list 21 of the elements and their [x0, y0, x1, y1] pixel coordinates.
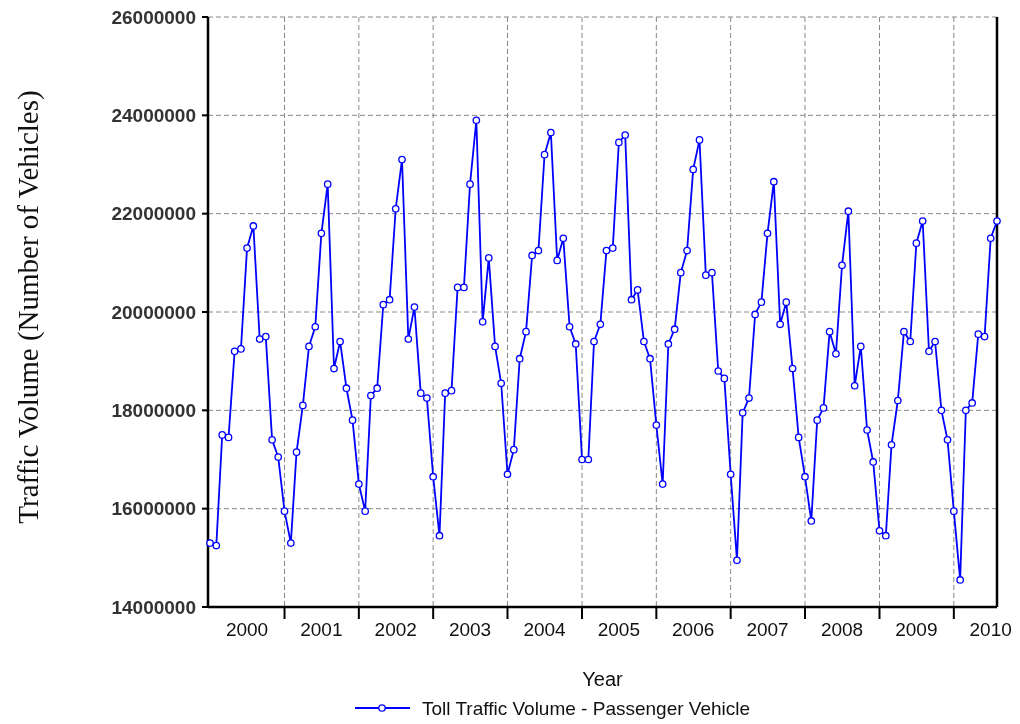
y-tick-label: 14000000 [111, 596, 196, 618]
y-tick-label: 24000000 [111, 104, 196, 126]
y-axis-title: Traffic Volume (Number of Vehicles) [12, 90, 45, 524]
x-tick-label: 2010 [969, 619, 1012, 640]
x-axis-title: Year [582, 668, 624, 690]
x-tick-label: 2003 [448, 619, 492, 640]
x-tick-label: 2007 [746, 619, 789, 640]
y-tick-label: 18000000 [111, 399, 196, 421]
x-tick-label: 2008 [820, 619, 864, 640]
x-tick-label: 2005 [597, 619, 641, 640]
legend-label: Toll Traffic Volume - Passenger Vehicle [422, 697, 751, 719]
x-tick-label: 2001 [300, 619, 343, 640]
x-tick-label: 2000 [225, 619, 269, 640]
y-tick-label: 20000000 [111, 301, 196, 323]
x-tick-label: 2002 [374, 619, 417, 640]
x-tick-label: 2009 [895, 619, 938, 640]
y-tick-label: 22000000 [111, 203, 196, 225]
x-tick-label: 2004 [523, 619, 567, 640]
y-tick-label: 26000000 [111, 6, 196, 28]
y-tick-label: 16000000 [111, 498, 196, 520]
x-tick-label: 2006 [672, 619, 715, 640]
